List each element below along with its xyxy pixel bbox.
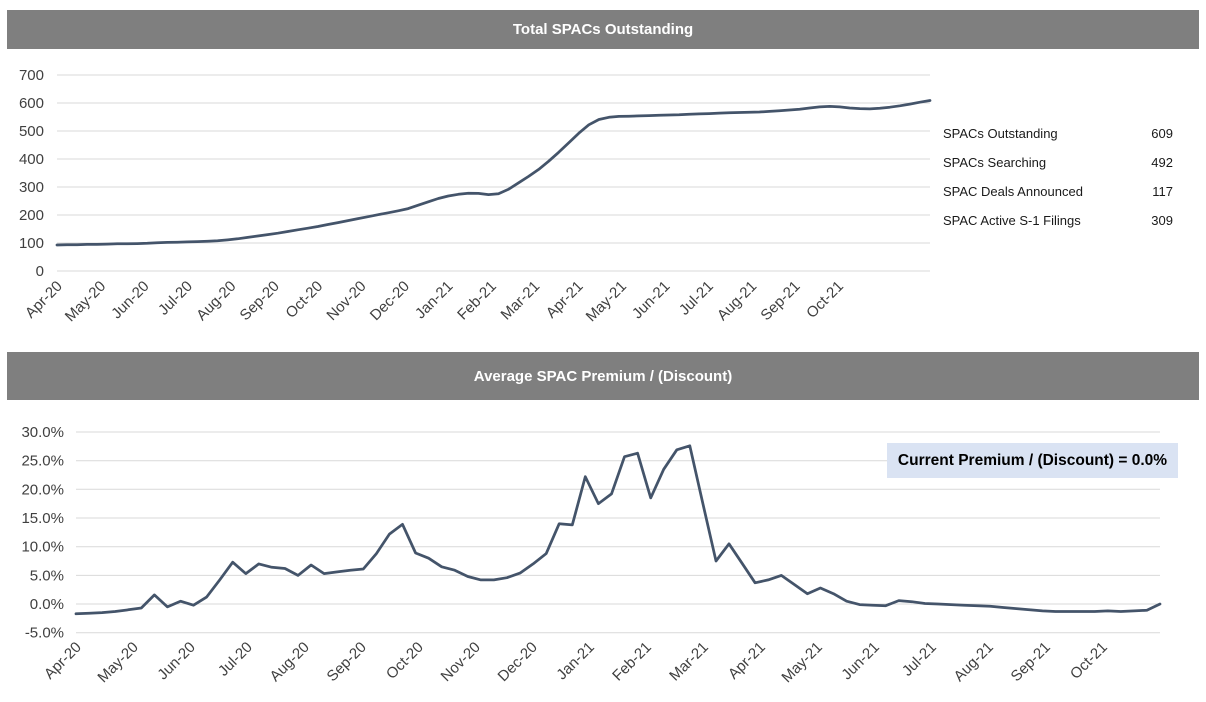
x-axis-tick-label: Feb-21 bbox=[609, 639, 655, 685]
x-axis-tick-label: Sep-20 bbox=[324, 639, 370, 685]
stat-value: 117 bbox=[1152, 184, 1173, 199]
x-axis-tick-label: Apr-21 bbox=[725, 639, 769, 683]
y-axis-tick-label: 700 bbox=[19, 67, 44, 84]
stats-row: SPAC Active S-1 Filings 309 bbox=[943, 206, 1173, 235]
stat-label: SPACs Searching bbox=[943, 155, 1047, 170]
stat-label: SPAC Active S-1 Filings bbox=[943, 213, 1081, 228]
spacs-outstanding-series-line bbox=[55, 99, 932, 247]
x-axis-tick-label: Apr-21 bbox=[543, 278, 587, 322]
x-axis-tick-label: Oct-20 bbox=[282, 278, 326, 322]
x-axis-tick-label: Jul-21 bbox=[676, 278, 717, 319]
stat-value: 492 bbox=[1151, 155, 1173, 170]
y-axis-tick-label: 400 bbox=[19, 151, 44, 168]
y-axis-tick-label: 500 bbox=[19, 123, 44, 140]
stat-value: 609 bbox=[1151, 126, 1173, 141]
x-axis-tick-label: Apr-20 bbox=[22, 278, 66, 322]
x-axis-tick-label: Jan-21 bbox=[412, 278, 456, 322]
x-axis-tick-label: Mar-21 bbox=[498, 278, 544, 324]
spacs-outstanding-chart-title-bar: Total SPACs Outstanding bbox=[7, 10, 1199, 49]
y-axis-tick-label: 25.0% bbox=[21, 453, 64, 470]
x-axis-tick-label: Oct-21 bbox=[1067, 639, 1111, 683]
y-axis-tick-label: 15.0% bbox=[21, 510, 64, 527]
y-axis-tick-label: 10.0% bbox=[21, 539, 64, 556]
x-axis-tick-label: Apr-20 bbox=[41, 639, 85, 683]
x-axis-tick-label: Feb-21 bbox=[454, 278, 500, 324]
x-axis-tick-label: Nov-20 bbox=[438, 639, 484, 685]
x-axis-tick-label: Oct-21 bbox=[803, 278, 847, 322]
x-axis-tick-label: Sep-21 bbox=[1008, 639, 1054, 685]
x-axis-tick-label: Sep-20 bbox=[237, 278, 283, 324]
x-axis-tick-label: Sep-21 bbox=[757, 278, 803, 324]
x-axis-tick-label: Jun-21 bbox=[838, 639, 882, 683]
x-axis-tick-label: Mar-21 bbox=[666, 639, 712, 685]
y-axis-tick-label: 600 bbox=[19, 95, 44, 112]
stat-label: SPACs Outstanding bbox=[943, 126, 1058, 141]
spacs-outstanding-chart-title: Total SPACs Outstanding bbox=[512, 21, 694, 38]
x-axis-tick-label: May-20 bbox=[62, 278, 109, 325]
premium-series-line bbox=[74, 444, 1162, 616]
x-axis-tick-label: Dec-20 bbox=[367, 278, 413, 324]
premium-chart-title: Average SPAC Premium / (Discount) bbox=[473, 367, 733, 385]
x-axis-tick-label: May-21 bbox=[583, 278, 630, 325]
stats-row: SPACs Outstanding 609 bbox=[943, 119, 1173, 148]
y-axis-tick-label: 5.0% bbox=[30, 567, 64, 584]
y-axis-tick-label: -5.0% bbox=[25, 625, 64, 642]
x-axis-tick-label: Jun-21 bbox=[629, 278, 673, 322]
current-premium-annotation: Current Premium / (Discount) = 0.0% bbox=[887, 443, 1178, 478]
x-axis-tick-label: Oct-20 bbox=[383, 639, 427, 683]
y-axis-tick-label: 100 bbox=[19, 235, 44, 252]
y-axis-tick-label: 20.0% bbox=[21, 481, 64, 498]
x-axis-tick-label: Dec-20 bbox=[495, 639, 541, 685]
x-axis-tick-label: Jan-21 bbox=[553, 639, 597, 683]
y-axis-tick-label: 0 bbox=[36, 263, 44, 280]
stat-label: SPAC Deals Announced bbox=[943, 184, 1083, 199]
x-axis-tick-label: Aug-21 bbox=[714, 278, 760, 324]
y-axis-tick-label: 300 bbox=[19, 179, 44, 196]
spac-stats-panel: SPACs Outstanding 609 SPACs Searching 49… bbox=[943, 119, 1173, 235]
y-axis-tick-label: 30.0% bbox=[21, 424, 64, 441]
x-axis-tick-label: Jul-20 bbox=[215, 639, 256, 680]
x-axis-tick-label: May-20 bbox=[94, 639, 141, 686]
x-axis-tick-label: May-21 bbox=[778, 639, 825, 686]
x-axis-tick-label: Aug-20 bbox=[193, 278, 239, 324]
x-axis-tick-label: Jul-21 bbox=[899, 639, 940, 680]
stat-value: 309 bbox=[1151, 213, 1173, 228]
x-axis-tick-label: Aug-20 bbox=[267, 639, 313, 685]
x-axis-tick-label: Aug-21 bbox=[951, 639, 997, 685]
stats-row: SPAC Deals Announced 117 bbox=[943, 177, 1173, 206]
x-axis-tick-label: Nov-20 bbox=[323, 278, 369, 324]
premium-chart-title-bar: Average SPAC Premium / (Discount) bbox=[7, 352, 1199, 400]
y-axis-tick-label: 0.0% bbox=[30, 596, 64, 613]
y-axis-tick-label: 200 bbox=[19, 207, 44, 224]
x-axis-tick-label: Jun-20 bbox=[108, 278, 152, 322]
x-axis-tick-label: Jul-20 bbox=[155, 278, 196, 319]
x-axis-tick-label: Jun-20 bbox=[154, 639, 198, 683]
stats-row: SPACs Searching 492 bbox=[943, 148, 1173, 177]
